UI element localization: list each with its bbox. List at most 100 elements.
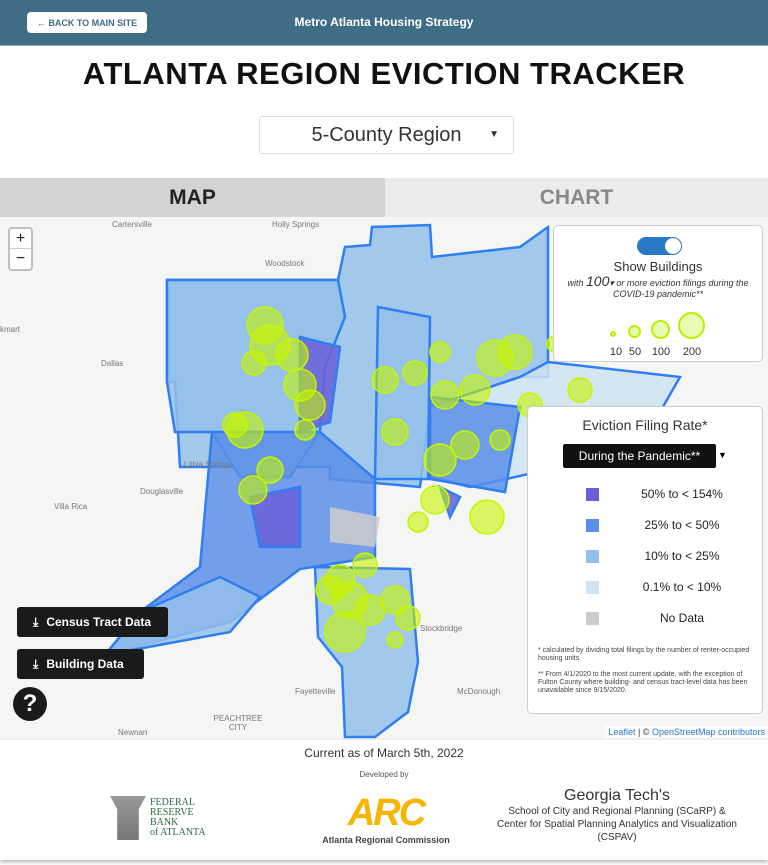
arc-logo: ARC Atlanta Regional Commission <box>316 792 456 845</box>
legend-label: 50% to < 154% <box>641 487 723 501</box>
legend-item: 50% to < 154% <box>586 487 737 501</box>
place-label: Woodstock <box>265 259 305 268</box>
place-label: Newnan <box>118 728 148 737</box>
legend-label: No Data <box>659 611 705 625</box>
place-label: Holly Springs <box>272 220 320 229</box>
building-bubble[interactable] <box>222 412 248 438</box>
back-to-main-site-button[interactable]: ← BACK TO MAIN SITE <box>27 12 147 33</box>
legend-item: 25% to < 50% <box>586 518 737 532</box>
buildings-panel: Show Buildings with 100▾ or more evictio… <box>553 225 763 362</box>
size-label: 50 <box>628 346 642 358</box>
current-as-of: Current as of March 5th, 2022 <box>304 746 464 760</box>
legend-label: 25% to < 50% <box>644 518 720 532</box>
building-bubble[interactable] <box>256 456 284 484</box>
place-label: McDonough <box>457 687 501 696</box>
legend-label: 10% to < 25% <box>644 549 720 563</box>
building-bubble[interactable] <box>450 430 480 460</box>
buildings-title: Show Buildings <box>613 259 703 274</box>
building-bubble[interactable] <box>407 511 429 533</box>
building-bubble[interactable] <box>315 575 345 605</box>
place-label: PEACHTREE CITY <box>213 714 263 732</box>
caret-down-icon[interactable]: ▼ <box>718 450 727 460</box>
sub-prefix: with <box>567 278 584 288</box>
building-bubble[interactable] <box>381 418 409 446</box>
size-circle <box>678 312 705 339</box>
legend-swatch <box>586 611 599 625</box>
no-data-area[interactable] <box>330 507 380 547</box>
building-bubble[interactable] <box>430 380 460 410</box>
legend-item: No Data <box>586 611 737 625</box>
building-bubble[interactable] <box>459 374 491 406</box>
leaflet-link[interactable]: Leaflet <box>608 727 636 737</box>
legend-swatch <box>586 487 599 501</box>
gt-line: School of City and Regional Planning (SC… <box>508 806 726 817</box>
building-bubble[interactable] <box>324 611 366 653</box>
show-buildings-toggle[interactable] <box>637 237 682 255</box>
top-banner: ← BACK TO MAIN SITE Metro Atlanta Housin… <box>0 0 768 46</box>
tab-map[interactable]: MAP <box>0 178 385 217</box>
legend-swatch <box>586 549 599 563</box>
building-bubble[interactable] <box>567 377 593 403</box>
buildings-subtitle: with 100▾ or more eviction filings durin… <box>562 273 754 300</box>
eviction-map[interactable]: Cartersville Holly Springs Woodstock Dal… <box>0 217 768 740</box>
building-bubble[interactable] <box>371 366 399 394</box>
size-circle <box>651 320 670 339</box>
building-bubble[interactable] <box>386 631 404 649</box>
size-legend: 10 50 100 200 <box>554 311 762 361</box>
tab-chart[interactable]: CHART <box>385 178 768 217</box>
building-bubble[interactable] <box>423 443 457 477</box>
developed-by: Developed by <box>359 770 409 779</box>
building-bubble[interactable] <box>402 360 428 386</box>
arc-name: Atlanta Regional Commission <box>322 835 450 845</box>
caret-down-icon: ▼ <box>489 129 499 140</box>
size-label: 100 <box>651 346 671 358</box>
sub-suffix: or more eviction filings during the COVI… <box>612 278 749 299</box>
column-icon <box>110 796 146 840</box>
georgia-tech-credit: Georgia Tech's School of City and Region… <box>482 787 752 844</box>
building-bubble[interactable] <box>429 341 451 363</box>
census-tract-data-button[interactable]: ⤓ Census Tract Data <box>17 607 168 637</box>
caret-down-icon[interactable]: ▾ <box>609 278 614 288</box>
building-bubble[interactable] <box>395 605 421 631</box>
legend-swatch <box>586 580 599 594</box>
download-icon: ⤓ <box>33 656 39 671</box>
legend-note: * calculated by dividing total filings b… <box>538 647 750 662</box>
size-circle <box>610 331 616 337</box>
gt-line: Center for Spatial Planning Analytics an… <box>497 819 737 843</box>
place-label: Douglasville <box>140 487 184 496</box>
map-attribution: Leaflet | © OpenStreetMap contributors <box>605 726 768 738</box>
building-bubble[interactable] <box>497 334 533 370</box>
period-select[interactable]: During the Pandemic** <box>563 444 716 468</box>
place-label: Villa Rica <box>54 502 88 511</box>
legend-title: Eviction Filing Rate* <box>582 417 708 433</box>
region-select[interactable]: 5-County Region ▼ <box>259 116 514 154</box>
building-bubble[interactable] <box>294 419 316 441</box>
legend-swatch <box>586 518 599 532</box>
attribution-sep: | © <box>635 727 652 737</box>
building-bubble[interactable] <box>275 338 309 372</box>
zoom-control: + − <box>8 227 33 271</box>
place-label: Stockbridge <box>420 624 463 633</box>
building-data-button[interactable]: ⤓ Building Data <box>17 649 144 679</box>
zoom-out-button[interactable]: − <box>15 250 26 267</box>
building-bubble[interactable] <box>420 485 450 515</box>
threshold-select[interactable]: 100 <box>586 273 610 289</box>
page-title: ATLANTA REGION EVICTION TRACKER <box>82 56 686 91</box>
building-bubble[interactable] <box>241 350 267 376</box>
building-bubble[interactable] <box>352 552 378 578</box>
size-circle <box>628 325 641 338</box>
building-bubble[interactable] <box>238 475 268 505</box>
size-label: 10 <box>609 346 623 358</box>
building-bubble[interactable] <box>294 389 326 421</box>
legend-item: 10% to < 25% <box>586 549 737 563</box>
button-label: Building Data <box>46 657 124 671</box>
osm-link[interactable]: OpenStreetMap contributors <box>651 727 765 737</box>
legend-item: 0.1% to < 10% <box>586 580 737 594</box>
help-icon[interactable]: ? <box>13 687 47 721</box>
building-bubble[interactable] <box>489 429 511 451</box>
footer: Current as of March 5th, 2022 Developed … <box>0 740 768 860</box>
federal-reserve-logo: FEDERAL RESERVE BANK of ATLANTA <box>110 796 206 840</box>
high-rate-tracts[interactable] <box>248 485 302 549</box>
building-bubble[interactable] <box>469 499 505 535</box>
zoom-in-button[interactable]: + <box>10 229 31 249</box>
